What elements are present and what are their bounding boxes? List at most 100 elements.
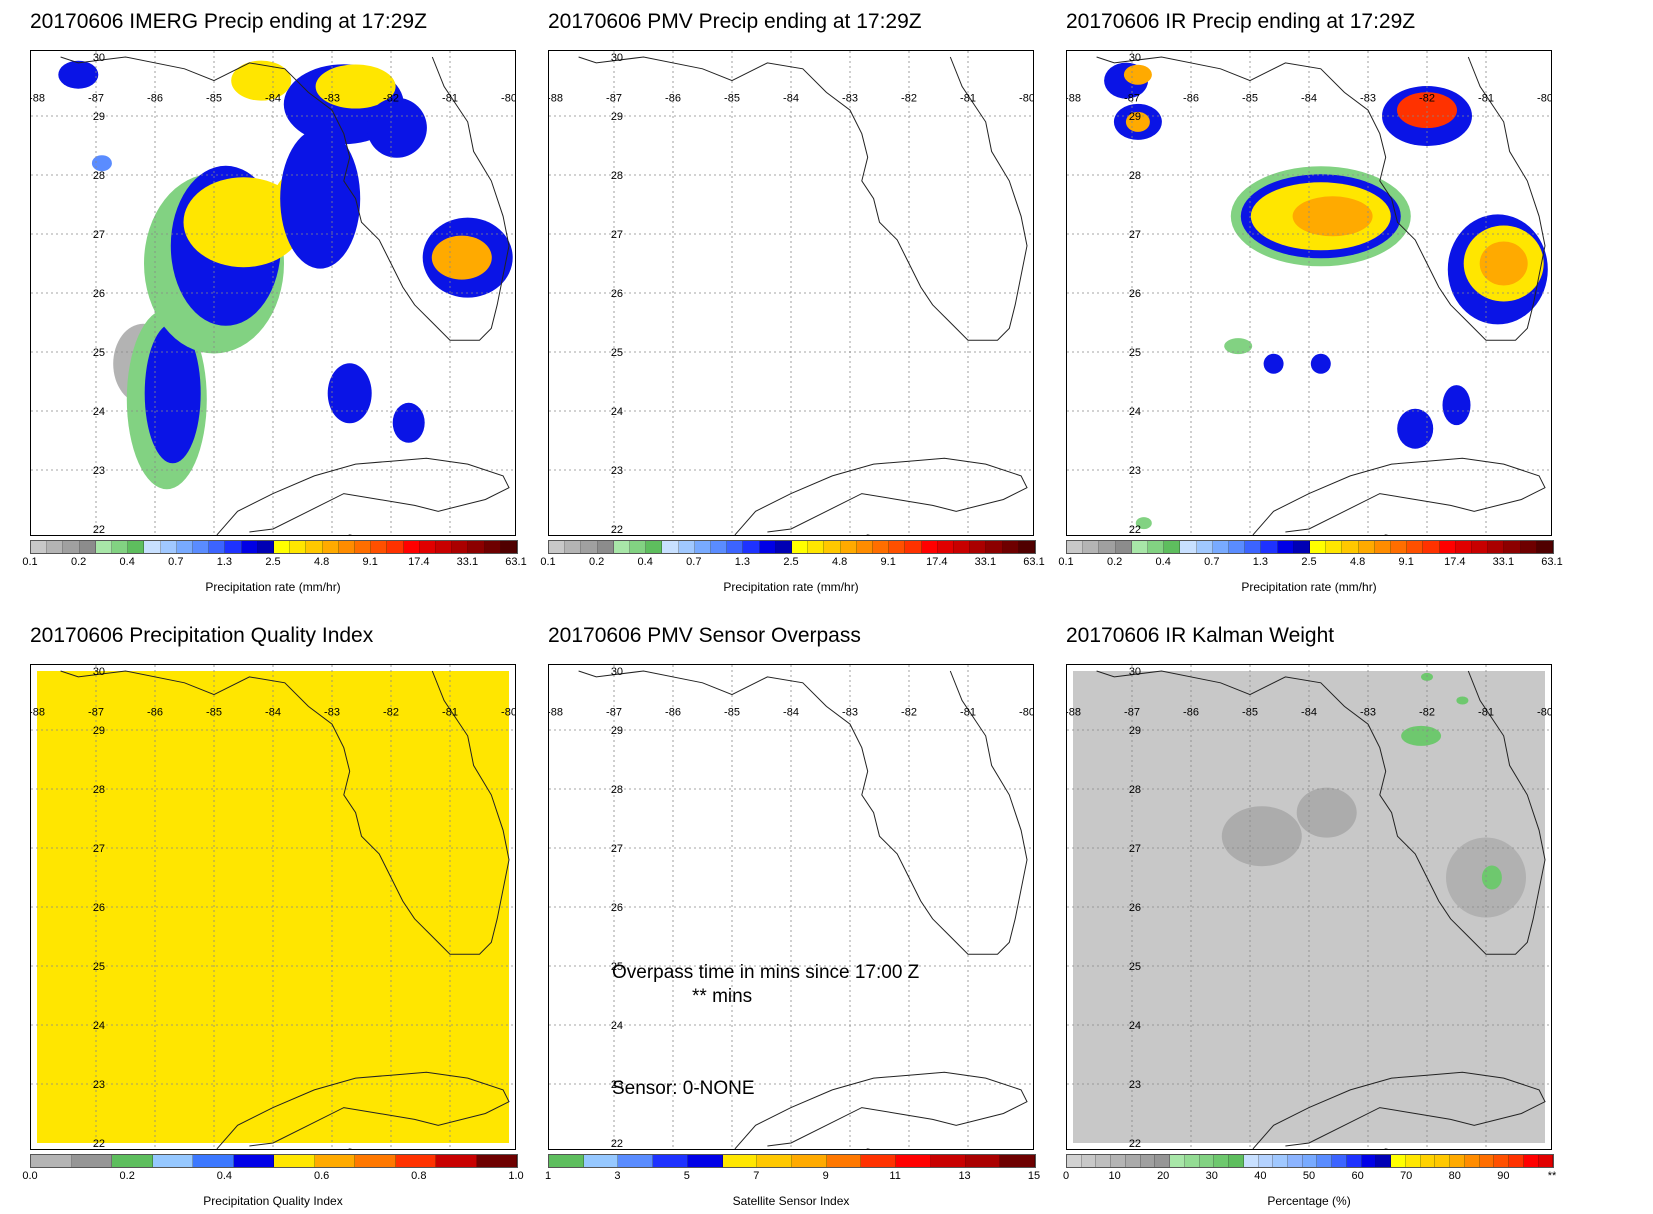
colorbar-label: Precipitation rate (mm/hr) xyxy=(723,580,859,594)
colorbar-tick: 33.1 xyxy=(974,556,997,568)
colorbar-swatch xyxy=(355,1155,396,1167)
colorbar-swatch xyxy=(662,541,679,553)
colorbar-swatch xyxy=(775,541,793,553)
colorbar-swatch xyxy=(1488,541,1505,553)
lon-label: -86 xyxy=(147,92,163,104)
colorbar xyxy=(1066,1154,1554,1168)
colorbar-tick: 5 xyxy=(683,1170,690,1182)
lat-label: 23 xyxy=(93,1079,105,1091)
colorbar-tick: 2.5 xyxy=(1301,556,1317,568)
colorbar-swatch xyxy=(937,541,955,553)
colorbar-tick: 0.8 xyxy=(411,1170,427,1182)
lon-label: -80 xyxy=(501,706,515,718)
lon-label: -85 xyxy=(724,706,740,718)
colorbar-swatch xyxy=(63,541,80,553)
panel-title: 20170606 IR Precip ending at 17:29Z xyxy=(1066,10,1416,33)
colorbar-swatch xyxy=(355,541,372,553)
colorbar-swatch xyxy=(1293,541,1311,553)
colorbar-swatch xyxy=(1361,1155,1377,1167)
colorbar-swatch xyxy=(1002,541,1019,553)
colorbar-tick: 60 xyxy=(1351,1170,1364,1182)
precip-cell xyxy=(1224,338,1253,355)
precip-cell xyxy=(144,323,201,464)
lat-label: 22 xyxy=(1129,1138,1141,1149)
gridlines xyxy=(31,665,515,1149)
colorbar-swatch xyxy=(1407,541,1424,553)
colorbar xyxy=(548,1154,1036,1168)
colorbar-swatch xyxy=(274,1155,315,1167)
lat-label: 26 xyxy=(1129,902,1141,914)
colorbar-tick: 0.1 xyxy=(1058,556,1074,568)
precip-cell xyxy=(91,155,112,172)
colorbar-tick: 0.2 xyxy=(1106,556,1123,568)
precip-cell xyxy=(58,60,99,89)
colorbar-swatch xyxy=(930,1155,966,1167)
colorbar-tick: 3 xyxy=(614,1170,621,1182)
colorbar-tick: 13 xyxy=(958,1170,971,1182)
lon-label: -80 xyxy=(1019,706,1033,718)
precip-cell xyxy=(1123,64,1152,85)
colorbar-swatch xyxy=(95,541,113,553)
map-ir: -88 -87 -86 -85 -84 -83 -82 -81 -80 30 29 28 27 26 25 2… xyxy=(1066,50,1552,536)
lon-label: -81 xyxy=(442,92,458,104)
lat-label: 28 xyxy=(93,170,105,182)
lat-label: 30 xyxy=(611,52,623,64)
colorbar-tick: 2.5 xyxy=(265,556,281,568)
lon-label: -82 xyxy=(901,92,917,104)
lat-label: 23 xyxy=(93,465,105,477)
lon-label: -81 xyxy=(1478,92,1494,104)
lat-label: 25 xyxy=(1129,347,1141,359)
colorbar-swatch xyxy=(1494,1155,1510,1167)
colorbar-swatch xyxy=(1509,1155,1524,1167)
colorbar-swatch xyxy=(1229,541,1246,553)
colorbar-swatch xyxy=(1420,1155,1436,1167)
colorbar-swatch xyxy=(112,541,129,553)
lon-label: -80 xyxy=(1537,706,1551,718)
colorbar-swatch xyxy=(314,1155,355,1167)
panel-imerg: 20170606 IMERG Precip ending at 17:29Z -… xyxy=(22,0,546,600)
colorbar-swatch xyxy=(436,1155,477,1167)
colorbar-swatch xyxy=(152,1155,193,1167)
colorbar-ticks: 0.1 0.2 0.4 0.7 1.3 2.5 4.8 9.1 17.4 33.1 63.1 xyxy=(22,556,526,572)
colorbar-swatch xyxy=(128,541,145,553)
lon-label: -88 xyxy=(31,706,45,718)
colorbar-tick: 17.4 xyxy=(408,556,430,568)
lon-label: -87 xyxy=(606,706,622,718)
lon-label: -82 xyxy=(901,706,917,718)
lon-label: -84 xyxy=(783,92,799,104)
colorbar-swatch xyxy=(1212,541,1230,553)
lat-label: 29 xyxy=(93,725,105,737)
colorbar-swatch xyxy=(711,541,728,553)
colorbar-swatch xyxy=(338,541,356,553)
coastline xyxy=(1096,670,1546,1149)
lat-label: 23 xyxy=(611,465,623,477)
colorbar-ticks: 0.1 0.2 0.4 0.7 1.3 2.5 4.8 9.1 17.4 33.1 63.1 xyxy=(1058,556,1562,572)
colorbar-swatch xyxy=(792,541,809,553)
overpass-text: Overpass time in mins since 17:00 Z xyxy=(612,962,920,983)
colorbar-swatch xyxy=(395,1155,436,1167)
lat-label: 23 xyxy=(611,1079,623,1091)
colorbar-swatch xyxy=(1245,541,1262,553)
precip-cell xyxy=(1310,353,1331,374)
lon-label: -80 xyxy=(501,92,515,104)
colorbar-tick: 90 xyxy=(1497,1170,1510,1182)
colorbar-swatch xyxy=(1081,1155,1097,1167)
colorbar-swatch xyxy=(965,1155,1001,1167)
coastline xyxy=(578,670,1028,1149)
lon-label: -85 xyxy=(1242,92,1258,104)
lon-label: -85 xyxy=(724,92,740,104)
coastline xyxy=(60,670,510,1149)
colorbar-swatch xyxy=(1472,541,1489,553)
colorbar-tick: 1.3 xyxy=(1252,556,1269,568)
colorbar-swatch xyxy=(1310,541,1327,553)
map-pqi: -88 -87 -86 -85 -84 -83 -82 -81 -80 30 29 28 27 26 25 2… xyxy=(30,664,516,1150)
colorbar-swatch xyxy=(1229,1155,1244,1167)
colorbar-swatch xyxy=(79,541,96,553)
colorbar-swatch xyxy=(1125,1155,1141,1167)
colorbar-swatch xyxy=(824,541,841,553)
colorbar-tick: 4.8 xyxy=(313,556,330,568)
colorbar-swatch xyxy=(1131,541,1149,553)
colorbar-swatch xyxy=(1520,541,1537,553)
panel-title: 20170606 Precipitation Quality Index xyxy=(30,624,374,647)
colorbar-tick: 0.4 xyxy=(1155,556,1171,568)
